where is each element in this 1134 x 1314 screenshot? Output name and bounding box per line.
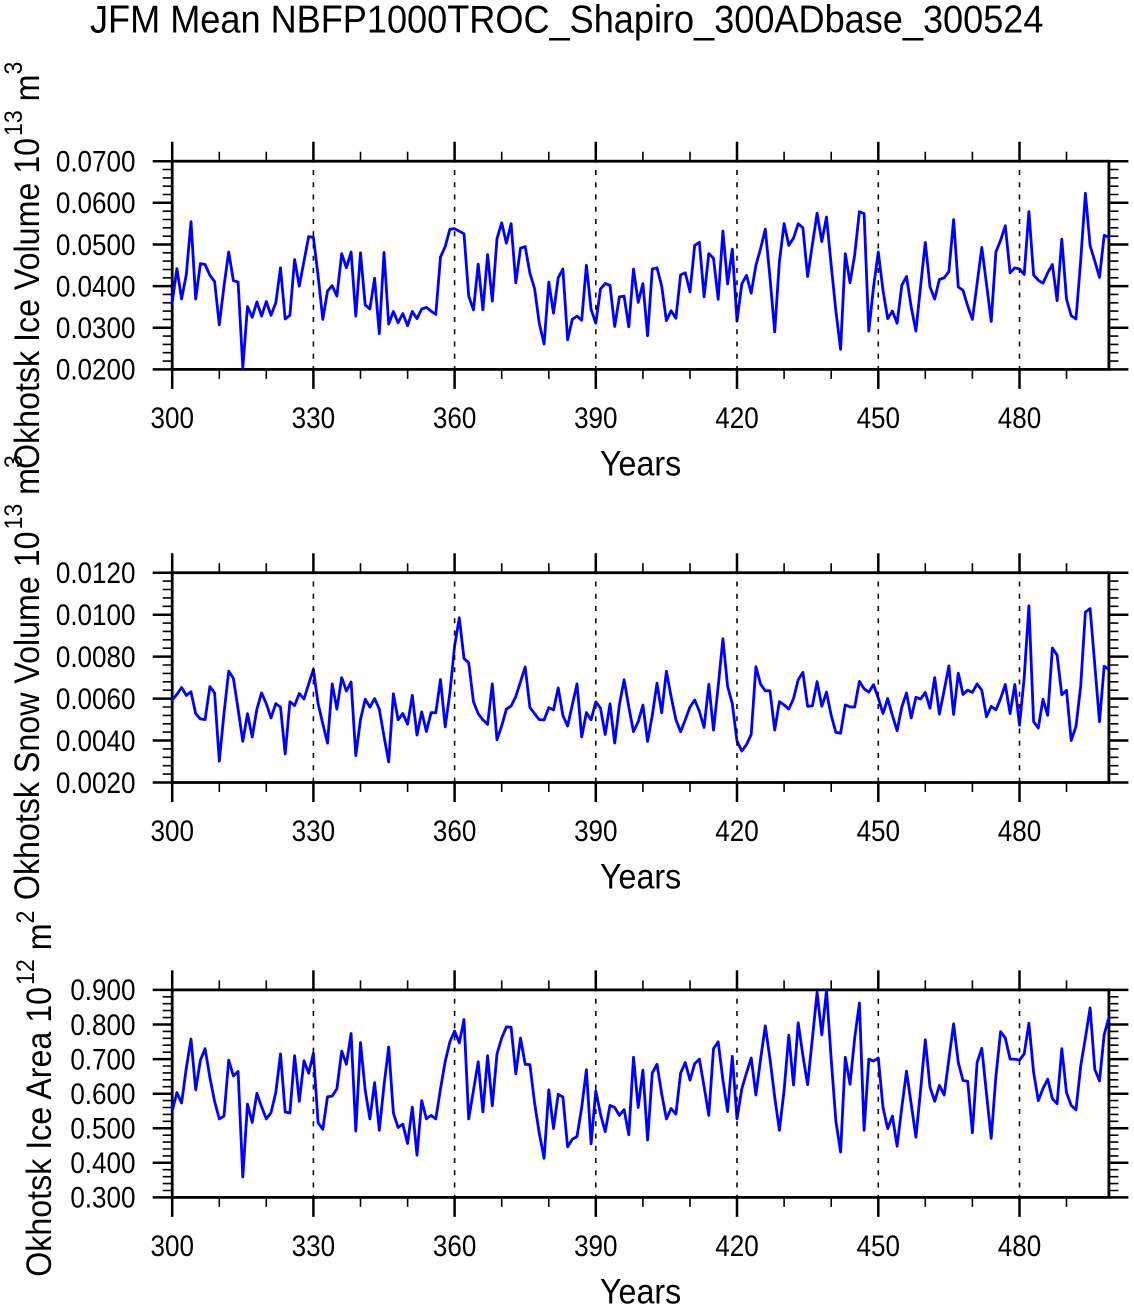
svg-text:360: 360 bbox=[433, 1230, 476, 1263]
svg-text:0.0100: 0.0100 bbox=[56, 598, 136, 631]
svg-text:m: m bbox=[20, 923, 60, 959]
svg-text:0.0600: 0.0600 bbox=[56, 187, 136, 220]
svg-text:390: 390 bbox=[574, 402, 617, 435]
svg-text:0.600: 0.600 bbox=[70, 1077, 135, 1110]
svg-text:330: 330 bbox=[292, 815, 335, 848]
svg-text:3: 3 bbox=[0, 62, 28, 75]
svg-text:420: 420 bbox=[715, 402, 758, 435]
svg-text:330: 330 bbox=[292, 1230, 335, 1263]
svg-text:480: 480 bbox=[998, 402, 1041, 435]
svg-text:0.0120: 0.0120 bbox=[56, 556, 136, 589]
svg-text:0.0500: 0.0500 bbox=[56, 228, 136, 261]
svg-text:13: 13 bbox=[0, 504, 28, 530]
svg-text:0.0060: 0.0060 bbox=[56, 682, 136, 715]
svg-text:420: 420 bbox=[715, 815, 758, 848]
svg-text:390: 390 bbox=[574, 815, 617, 848]
svg-text:300: 300 bbox=[150, 402, 193, 435]
svg-text:300: 300 bbox=[150, 815, 193, 848]
svg-text:450: 450 bbox=[857, 402, 900, 435]
svg-text:360: 360 bbox=[433, 815, 476, 848]
svg-text:JFM Mean NBFP1000TROC_Shapiro_: JFM Mean NBFP1000TROC_Shapiro_300ADbase_… bbox=[90, 0, 1043, 41]
svg-text:0.0080: 0.0080 bbox=[56, 640, 136, 673]
svg-text:360: 360 bbox=[433, 402, 476, 435]
svg-text:0.900: 0.900 bbox=[70, 974, 135, 1007]
svg-text:m: m bbox=[8, 74, 48, 110]
svg-text:0.0300: 0.0300 bbox=[56, 312, 136, 345]
svg-text:0.800: 0.800 bbox=[70, 1008, 135, 1041]
svg-text:0.0200: 0.0200 bbox=[56, 353, 136, 386]
svg-text:390: 390 bbox=[574, 1230, 617, 1263]
svg-text:300: 300 bbox=[150, 1230, 193, 1263]
svg-text:0.0400: 0.0400 bbox=[56, 270, 136, 303]
svg-text:480: 480 bbox=[998, 1230, 1041, 1263]
svg-text:m: m bbox=[8, 468, 48, 504]
svg-text:13: 13 bbox=[0, 110, 28, 136]
svg-text:0.700: 0.700 bbox=[70, 1043, 135, 1076]
svg-text:Years: Years bbox=[600, 1272, 681, 1309]
svg-text:12: 12 bbox=[12, 959, 40, 985]
svg-text:Okhotsk Snow Volume 10: Okhotsk Snow Volume 10 bbox=[8, 531, 48, 900]
svg-text:3: 3 bbox=[0, 455, 28, 468]
svg-text:0.500: 0.500 bbox=[70, 1112, 135, 1145]
svg-text:480: 480 bbox=[998, 815, 1041, 848]
svg-text:450: 450 bbox=[857, 1230, 900, 1263]
svg-text:Okhotsk Ice Volume 10: Okhotsk Ice Volume 10 bbox=[8, 138, 48, 469]
svg-text:0.0020: 0.0020 bbox=[56, 766, 136, 799]
svg-text:0.400: 0.400 bbox=[70, 1147, 135, 1180]
svg-text:Years: Years bbox=[600, 444, 681, 484]
svg-text:0.0700: 0.0700 bbox=[56, 145, 136, 178]
svg-text:Okhotsk Ice Area 10: Okhotsk Ice Area 10 bbox=[20, 987, 60, 1277]
svg-text:2: 2 bbox=[12, 911, 40, 924]
svg-text:0.300: 0.300 bbox=[70, 1181, 135, 1214]
svg-text:330: 330 bbox=[292, 402, 335, 435]
svg-text:0.0040: 0.0040 bbox=[56, 724, 136, 757]
svg-text:450: 450 bbox=[857, 815, 900, 848]
svg-text:Years: Years bbox=[600, 857, 681, 897]
svg-text:420: 420 bbox=[715, 1230, 758, 1263]
